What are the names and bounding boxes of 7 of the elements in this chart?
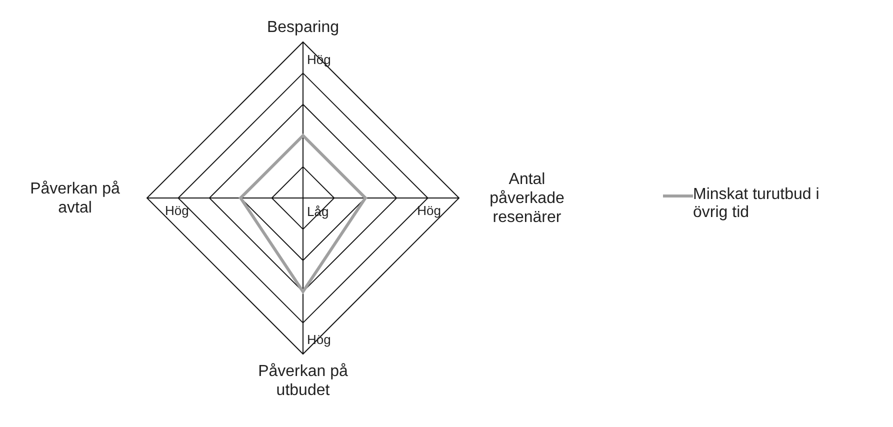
legend-label: Minskat turutbud i övrig tid <box>693 186 820 222</box>
spoke-label: Antal påverkade resenärer <box>490 171 564 226</box>
spoke-label: Påverkan på utbudet <box>258 363 348 399</box>
text: Hög <box>165 203 189 218</box>
spoke-label: Besparing <box>266 19 340 36</box>
text: Hög <box>417 203 441 218</box>
spoke-label: Påverkan på avtal <box>30 180 120 216</box>
